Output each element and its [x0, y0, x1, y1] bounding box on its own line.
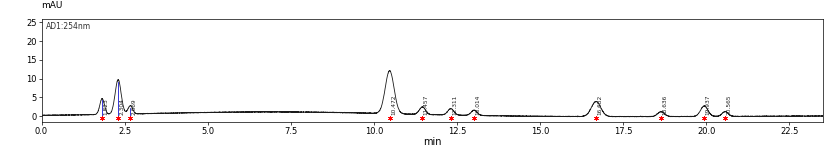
X-axis label: min: min — [423, 137, 441, 147]
Text: 13.014: 13.014 — [475, 95, 480, 115]
Text: 2.669: 2.669 — [131, 99, 136, 115]
Text: AD1:254nm: AD1:254nm — [46, 22, 91, 31]
Text: 19.937: 19.937 — [706, 95, 711, 115]
Text: 12.311: 12.311 — [452, 95, 457, 115]
Text: 18.636: 18.636 — [662, 95, 667, 115]
Text: 2.304: 2.304 — [120, 98, 125, 115]
Text: mAU: mAU — [41, 2, 62, 10]
Text: 20.565: 20.565 — [726, 95, 731, 115]
Text: 16.682: 16.682 — [597, 95, 602, 115]
Text: 1.823: 1.823 — [104, 99, 109, 115]
Text: 10.472: 10.472 — [391, 95, 396, 115]
Text: 11.457: 11.457 — [424, 95, 429, 115]
